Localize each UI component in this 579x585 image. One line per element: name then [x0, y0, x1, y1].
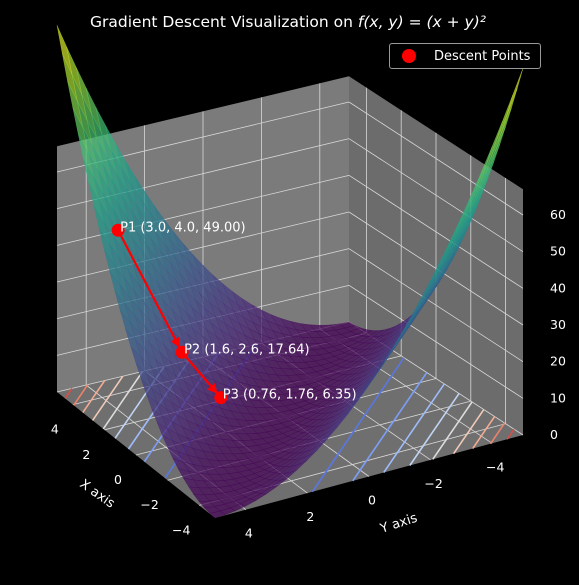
chart-title-math: f(x, y) = (x + y)² — [358, 13, 486, 31]
legend-marker — [402, 49, 416, 63]
x-tick-label: −2 — [140, 497, 158, 512]
z-tick-label: 60 — [550, 207, 566, 222]
legend: Descent Points — [389, 43, 541, 69]
descent-point — [175, 345, 189, 359]
z-tick-label: 10 — [550, 390, 566, 405]
contour-line — [91, 375, 124, 421]
point-label: P2 (1.6, 2.6, 17.64) — [184, 342, 309, 357]
descent-point — [214, 391, 228, 405]
z-tick-label: 50 — [550, 244, 566, 259]
z-tick-label: 30 — [550, 317, 566, 332]
surface-patch — [490, 114, 508, 158]
contour-line — [102, 371, 144, 430]
grid-line — [348, 284, 524, 399]
chart-title-prefix: Gradient Descent Visualization on — [90, 13, 358, 31]
surface-patch — [56, 25, 73, 75]
grid-line — [348, 248, 524, 363]
x-tick-label: 2 — [82, 447, 90, 462]
descent-point — [111, 223, 125, 237]
contour-line — [82, 380, 106, 414]
x-tick-label: 0 — [114, 472, 122, 487]
surface-plot — [56, 25, 524, 519]
y-tick-label: −4 — [486, 459, 504, 474]
contour-line — [489, 422, 506, 445]
z-tick-label: 40 — [550, 280, 566, 295]
surface-patch — [506, 68, 524, 115]
grid-line — [348, 138, 524, 253]
contour-line — [352, 372, 428, 482]
chart-title: Gradient Descent Visualization on f(x, y… — [90, 13, 486, 31]
surface-patch — [501, 88, 518, 134]
grid-line — [56, 211, 350, 283]
y-tick-label: 4 — [245, 526, 253, 541]
grid-line — [348, 211, 524, 326]
point-label: P1 (3.0, 4.0, 49.00) — [120, 220, 245, 235]
x-tick-label: 4 — [51, 422, 59, 437]
contour-line — [311, 357, 405, 493]
y-axis-label: Y axis — [378, 511, 420, 537]
contour-line — [73, 384, 89, 406]
point-label: P3 (0.76, 1.76, 6.35) — [223, 388, 357, 403]
z-tick-label: 20 — [550, 354, 566, 369]
contour-line — [432, 401, 473, 460]
descent-path: P1 (3.0, 4.0, 49.00) P2 (1.6, 2.6, 17.64)… — [111, 220, 357, 405]
y-tick-label: 2 — [306, 509, 314, 524]
x-axis-label: X axis — [77, 477, 118, 512]
contour-line — [472, 416, 496, 450]
surface-patch — [209, 510, 226, 519]
surface-patch — [485, 133, 502, 175]
descent-arrow — [181, 351, 218, 394]
grid-line — [348, 101, 524, 216]
y-tick-label: −2 — [424, 476, 442, 491]
contour-line — [452, 409, 485, 455]
z-tick-label: 0 — [550, 427, 558, 442]
contour-line — [383, 383, 445, 473]
grid-line — [348, 174, 524, 289]
surface-patch — [496, 95, 513, 140]
x-tick-label: −4 — [172, 522, 190, 537]
descent-arrow — [117, 229, 180, 348]
contour-line — [64, 387, 73, 399]
legend-label: Descent Points — [434, 48, 531, 64]
contour-line — [409, 393, 460, 466]
contour-line — [506, 428, 515, 440]
y-tick-label: 0 — [368, 493, 376, 508]
